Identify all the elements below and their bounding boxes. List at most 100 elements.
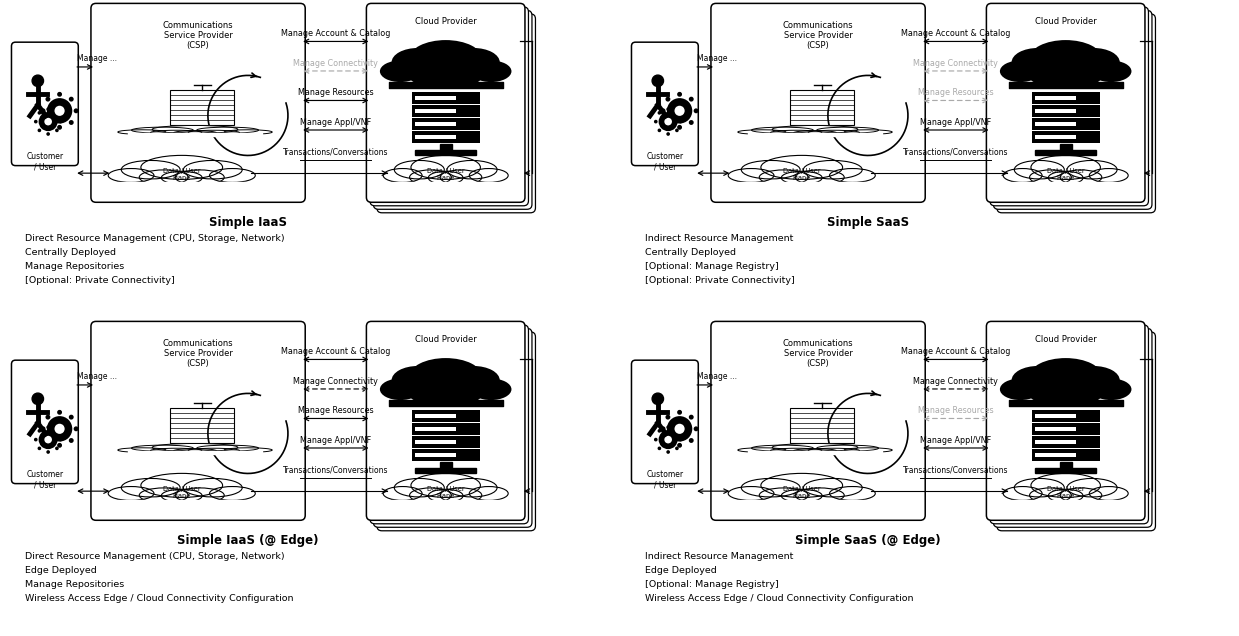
Polygon shape [415,150,476,155]
Ellipse shape [471,60,512,82]
Text: Indirect Resource Management: Indirect Resource Management [644,234,793,243]
Ellipse shape [380,60,421,82]
Text: Manage Resources: Manage Resources [918,88,994,97]
Text: Transactions/Conversations: Transactions/Conversations [282,466,389,474]
Circle shape [659,112,678,131]
Ellipse shape [173,130,217,135]
Bar [415,439,456,444]
Bar [415,109,456,113]
Bar [170,408,234,443]
Bar [1035,95,1075,100]
FancyBboxPatch shape [994,10,1152,209]
Circle shape [55,111,58,114]
Circle shape [69,415,73,420]
Ellipse shape [108,487,154,501]
Ellipse shape [1059,63,1104,86]
Ellipse shape [1061,488,1101,502]
Ellipse shape [440,170,482,184]
Circle shape [667,416,693,441]
Bar [790,408,855,443]
Bar [415,427,456,431]
Ellipse shape [188,448,239,453]
Ellipse shape [729,487,774,501]
Text: Simple SaaS: Simple SaaS [826,216,908,229]
Ellipse shape [411,155,481,179]
Bar [415,95,456,100]
Ellipse shape [161,489,202,502]
Ellipse shape [394,160,445,179]
Bar [411,450,479,461]
Text: Manage Connectivity: Manage Connectivity [294,59,378,68]
Bar [1035,413,1075,418]
Ellipse shape [131,127,193,133]
Ellipse shape [188,130,239,135]
Ellipse shape [394,478,445,497]
Ellipse shape [209,169,255,183]
Ellipse shape [183,160,242,179]
Ellipse shape [1067,478,1118,497]
Polygon shape [1036,150,1097,155]
Ellipse shape [1061,170,1101,184]
Circle shape [55,429,58,432]
Text: Cloud Provider: Cloud Provider [415,335,477,344]
Circle shape [45,436,52,443]
Text: Data / User
Plane: Data / User Plane [427,486,465,499]
FancyBboxPatch shape [632,360,699,483]
Circle shape [654,120,658,123]
Bar [411,106,479,117]
Ellipse shape [1048,489,1083,502]
FancyBboxPatch shape [373,10,532,209]
Text: Simple IaaS: Simple IaaS [208,216,286,229]
Bar [1035,427,1075,431]
Text: Manage ...: Manage ... [77,54,118,63]
Ellipse shape [782,171,823,184]
Ellipse shape [224,130,273,134]
Ellipse shape [729,169,774,183]
Text: Edge Deployed: Edge Deployed [25,566,97,575]
Polygon shape [1059,144,1072,150]
Circle shape [73,426,78,431]
Ellipse shape [411,473,481,497]
Bar [1032,92,1100,104]
Ellipse shape [1000,60,1041,82]
Text: Data / User
Plane: Data / User Plane [783,168,820,181]
Bar [1032,118,1100,130]
Circle shape [57,410,62,415]
FancyBboxPatch shape [994,328,1152,527]
Ellipse shape [830,169,875,183]
Circle shape [58,120,62,123]
Text: Manage Connectivity: Manage Connectivity [913,59,999,68]
Circle shape [37,128,41,132]
Ellipse shape [1015,160,1064,179]
Text: Customer
/ User: Customer / User [647,153,684,172]
Circle shape [667,132,670,136]
Circle shape [675,429,679,432]
Text: Manage Appl/VNF: Manage Appl/VNF [300,118,372,127]
Bar [790,90,855,125]
Ellipse shape [1031,473,1100,497]
Ellipse shape [1090,60,1131,82]
Ellipse shape [741,160,800,179]
Ellipse shape [1047,65,1084,85]
Ellipse shape [817,445,878,451]
Ellipse shape [760,488,808,502]
Ellipse shape [152,443,238,452]
Ellipse shape [1048,171,1083,184]
Ellipse shape [108,169,154,183]
Ellipse shape [175,488,224,502]
Circle shape [46,425,50,429]
Circle shape [46,415,51,420]
Circle shape [41,426,46,431]
Bar [170,90,234,125]
Text: Communications
Service Provider
(CSP): Communications Service Provider (CSP) [783,21,854,50]
FancyBboxPatch shape [377,14,535,213]
Text: Transactions/Conversations: Transactions/Conversations [282,148,389,156]
Circle shape [33,120,37,123]
Circle shape [658,128,662,132]
Bar [415,453,456,457]
Circle shape [658,446,662,450]
Ellipse shape [1000,378,1041,400]
Text: Transactions/Conversations: Transactions/Conversations [903,148,1009,156]
Ellipse shape [1059,381,1104,404]
Ellipse shape [1027,381,1072,404]
